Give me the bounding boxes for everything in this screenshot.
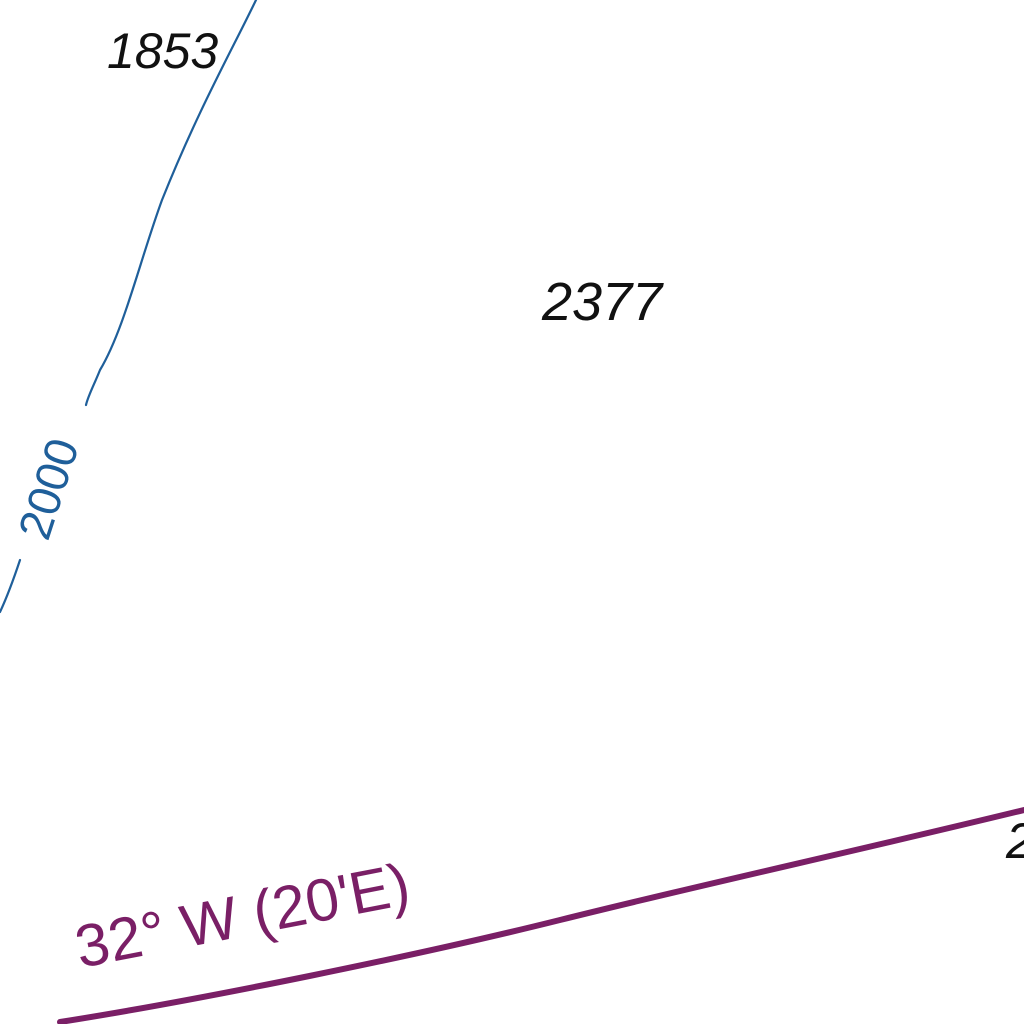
depth-sounding: 1853 [107, 23, 218, 79]
depth-sounding: 2377 [541, 272, 664, 332]
depth-sounding: 2 [1005, 813, 1024, 869]
isogonic-line [57, 807, 1024, 1024]
depth-contour-line-upper [84, 0, 258, 407]
depth-contour-line-lower [0, 558, 22, 614]
